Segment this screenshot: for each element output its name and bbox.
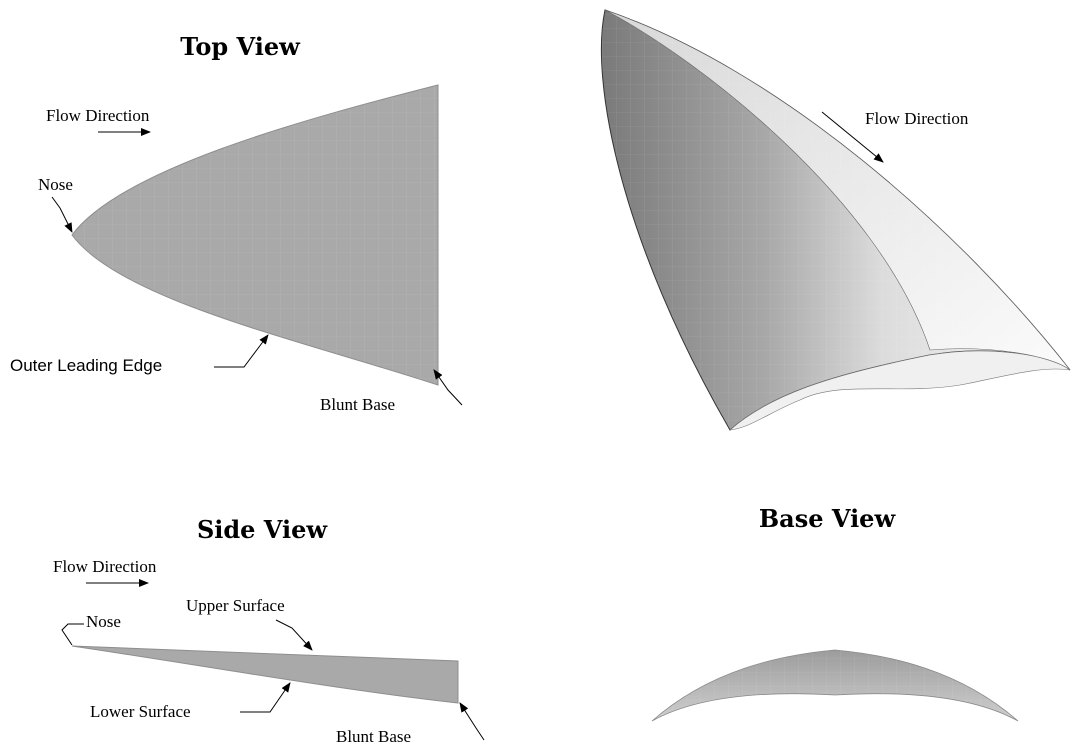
top-view-nose-label: Nose	[38, 175, 73, 194]
base-view-mesh	[652, 650, 1018, 721]
iso-flow-arrow	[821, 111, 884, 163]
base-view-title: Base View	[759, 504, 897, 533]
side-view-upper-surface-leader	[275, 619, 313, 651]
isometric-view: Flow Direction	[600, 9, 1071, 431]
iso-flow-direction-label: Flow Direction	[865, 109, 969, 128]
top-view-blunt-base-leader	[433, 369, 463, 406]
side-view-upper-surface-label: Upper Surface	[186, 596, 285, 615]
top-view-outer-leading-edge-label: Outer Leading Edge	[10, 356, 162, 375]
side-view-blunt-base-leader	[459, 702, 485, 741]
side-view-body	[71, 645, 459, 704]
top-view-title: Top View	[180, 32, 301, 61]
base-view: Base View	[651, 504, 1019, 722]
top-view-flow-direction-label: Flow Direction	[46, 106, 150, 125]
top-view-leading-edge-leader	[214, 334, 269, 368]
side-view-title: Side View	[197, 515, 328, 544]
side-view-nose-label: Nose	[86, 612, 121, 631]
top-view: Top View Flow Direction Nose Outer Leadi…	[10, 32, 463, 414]
iso-mesh	[601, 10, 1070, 430]
top-view-mesh	[72, 85, 438, 385]
side-view-nose-leader	[61, 623, 84, 646]
iso-base-face	[729, 350, 1071, 431]
side-view: Side View Flow Direction Nose Upper Surf…	[53, 515, 485, 746]
side-view-flow-direction-label: Flow Direction	[53, 557, 157, 576]
top-view-nose-leader	[51, 196, 73, 233]
side-view-blunt-base-label: Blunt Base	[336, 727, 411, 746]
top-view-blunt-base-label: Blunt Base	[320, 395, 395, 414]
side-view-lower-surface-label: Lower Surface	[90, 702, 191, 721]
side-view-lower-surface-leader	[240, 682, 291, 713]
